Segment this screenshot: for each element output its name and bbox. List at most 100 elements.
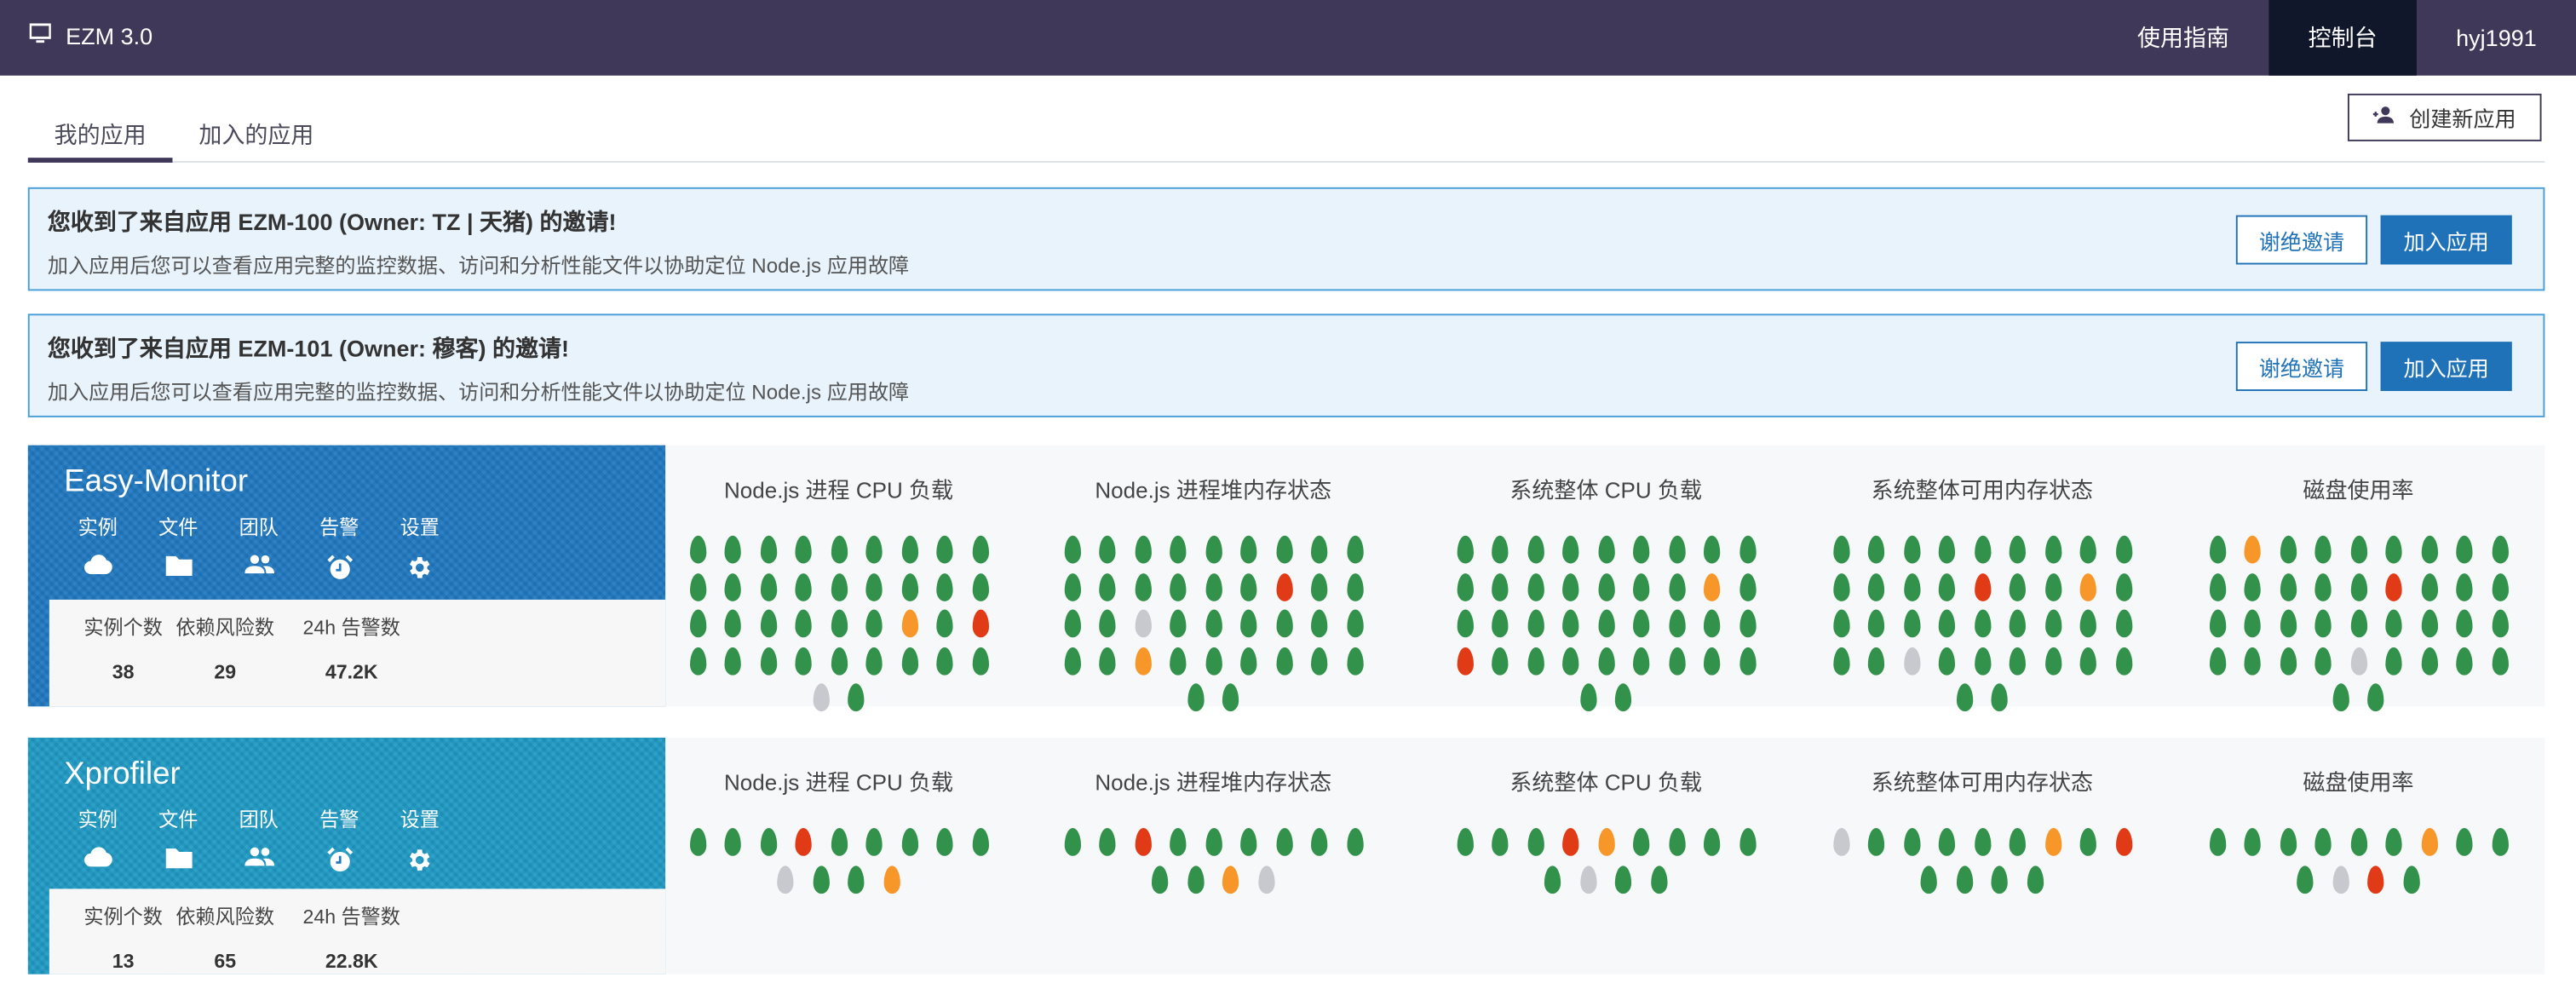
instance-status-dot[interactable] — [1240, 609, 1257, 638]
instance-status-dot[interactable] — [2279, 646, 2297, 675]
instance-status-dot[interactable] — [1739, 572, 1756, 601]
instance-status-dot[interactable] — [2491, 828, 2509, 856]
instance-status-dot[interactable] — [830, 828, 848, 856]
app-link-cloud[interactable]: 实例 — [64, 513, 131, 587]
instance-status-dot[interactable] — [2009, 646, 2026, 675]
instance-status-dot[interactable] — [1633, 535, 1650, 564]
instance-status-dot[interactable] — [1205, 609, 1222, 638]
instance-status-dot[interactable] — [1832, 609, 1849, 638]
app-link-folder[interactable]: 文件 — [145, 513, 212, 587]
tab[interactable]: 加入的应用 — [198, 121, 314, 148]
instance-status-dot[interactable] — [900, 609, 918, 638]
instance-status-dot[interactable] — [2349, 572, 2367, 601]
instance-status-dot[interactable] — [1275, 572, 1292, 601]
instance-status-dot[interactable] — [2244, 828, 2261, 856]
decline-invite-button[interactable]: 谢绝邀请 — [2235, 215, 2368, 265]
instance-status-dot[interactable] — [1832, 828, 1849, 856]
app-link-gear[interactable]: 设置 — [386, 805, 453, 879]
instance-status-dot[interactable] — [2420, 646, 2438, 675]
instance-status-dot[interactable] — [1650, 865, 1668, 894]
instance-status-dot[interactable] — [2279, 572, 2297, 601]
instance-status-dot[interactable] — [1170, 828, 1187, 856]
instance-status-dot[interactable] — [813, 683, 830, 712]
nav-item[interactable]: hyj1991 — [2456, 24, 2537, 51]
instance-status-dot[interactable] — [1544, 865, 1561, 894]
instance-status-dot[interactable] — [971, 535, 989, 564]
instance-status-dot[interactable] — [900, 646, 918, 675]
instance-status-dot[interactable] — [759, 609, 777, 638]
instance-status-dot[interactable] — [1668, 609, 1685, 638]
instance-status-dot[interactable] — [1205, 646, 1222, 675]
instance-status-dot[interactable] — [759, 535, 777, 564]
instance-status-dot[interactable] — [900, 535, 918, 564]
instance-status-dot[interactable] — [1597, 646, 1614, 675]
instance-status-dot[interactable] — [1205, 572, 1222, 601]
instance-status-dot[interactable] — [1867, 646, 1885, 675]
instance-status-dot[interactable] — [2009, 535, 2026, 564]
instance-status-dot[interactable] — [1867, 828, 1885, 856]
instance-status-dot[interactable] — [689, 572, 706, 601]
instance-status-dot[interactable] — [2456, 609, 2473, 638]
instance-status-dot[interactable] — [1703, 609, 1721, 638]
instance-status-dot[interactable] — [689, 828, 706, 856]
instance-status-dot[interactable] — [883, 865, 900, 894]
instance-status-dot[interactable] — [2332, 865, 2349, 894]
instance-status-dot[interactable] — [1456, 646, 1473, 675]
instance-status-dot[interactable] — [936, 535, 953, 564]
instance-status-dot[interactable] — [1903, 609, 1920, 638]
app-link-cloud[interactable]: 实例 — [64, 805, 131, 879]
instance-status-dot[interactable] — [1974, 646, 1991, 675]
instance-status-dot[interactable] — [1063, 572, 1081, 601]
instance-status-dot[interactable] — [1974, 828, 1991, 856]
instance-status-dot[interactable] — [865, 646, 883, 675]
instance-status-dot[interactable] — [2385, 828, 2402, 856]
instance-status-dot[interactable] — [1063, 646, 1081, 675]
instance-status-dot[interactable] — [1956, 683, 1973, 712]
instance-status-dot[interactable] — [1492, 609, 1509, 638]
instance-status-dot[interactable] — [777, 865, 794, 894]
instance-status-dot[interactable] — [2115, 572, 2132, 601]
instance-status-dot[interactable] — [2314, 535, 2332, 564]
instance-status-dot[interactable] — [1938, 828, 1956, 856]
instance-status-dot[interactable] — [1527, 535, 1544, 564]
instance-status-dot[interactable] — [689, 609, 706, 638]
instance-status-dot[interactable] — [1346, 572, 1363, 601]
instance-status-dot[interactable] — [1903, 646, 1920, 675]
instance-status-dot[interactable] — [795, 535, 812, 564]
instance-status-dot[interactable] — [1492, 646, 1509, 675]
nav-item[interactable]: 使用指南 — [2137, 24, 2230, 51]
instance-status-dot[interactable] — [1562, 572, 1579, 601]
instance-status-dot[interactable] — [759, 646, 777, 675]
instance-status-dot[interactable] — [2349, 646, 2367, 675]
instance-status-dot[interactable] — [1240, 535, 1257, 564]
instance-status-dot[interactable] — [936, 828, 953, 856]
instance-status-dot[interactable] — [2279, 535, 2297, 564]
instance-status-dot[interactable] — [1063, 535, 1081, 564]
instance-status-dot[interactable] — [1903, 535, 1920, 564]
instance-status-dot[interactable] — [1311, 646, 1328, 675]
instance-status-dot[interactable] — [1739, 828, 1756, 856]
instance-status-dot[interactable] — [2349, 609, 2367, 638]
instance-status-dot[interactable] — [1170, 646, 1187, 675]
instance-status-dot[interactable] — [848, 683, 865, 712]
instance-status-dot[interactable] — [1222, 865, 1239, 894]
decline-invite-button[interactable]: 谢绝邀请 — [2235, 342, 2368, 392]
instance-status-dot[interactable] — [1867, 535, 1885, 564]
instance-status-dot[interactable] — [2209, 828, 2226, 856]
instance-status-dot[interactable] — [2385, 572, 2402, 601]
instance-status-dot[interactable] — [1456, 828, 1473, 856]
instance-status-dot[interactable] — [2349, 535, 2367, 564]
instance-status-dot[interactable] — [2244, 609, 2261, 638]
instance-status-dot[interactable] — [1134, 828, 1151, 856]
instance-status-dot[interactable] — [2420, 535, 2438, 564]
instance-status-dot[interactable] — [1275, 609, 1292, 638]
instance-status-dot[interactable] — [795, 572, 812, 601]
instance-status-dot[interactable] — [1974, 535, 1991, 564]
instance-status-dot[interactable] — [1346, 535, 1363, 564]
instance-status-dot[interactable] — [1562, 535, 1579, 564]
instance-status-dot[interactable] — [1579, 865, 1597, 894]
instance-status-dot[interactable] — [971, 609, 989, 638]
instance-status-dot[interactable] — [2297, 865, 2314, 894]
instance-status-dot[interactable] — [2491, 535, 2509, 564]
app-link-alarm[interactable]: 告警 — [306, 513, 373, 587]
